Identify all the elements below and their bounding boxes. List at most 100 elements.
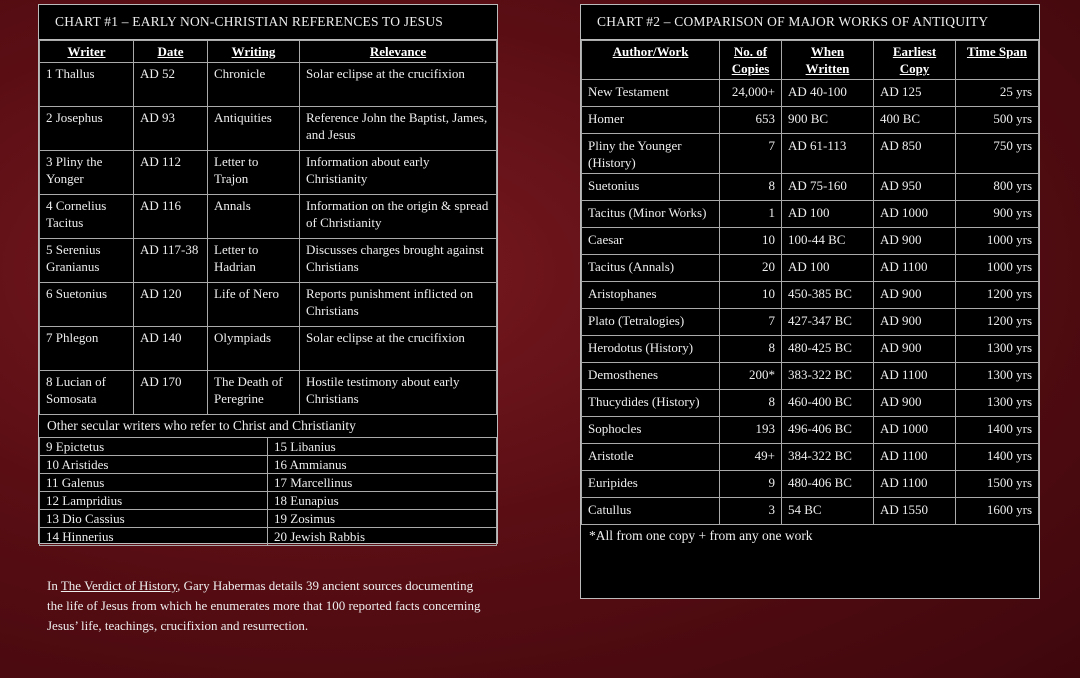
table-cell: 24,000+ xyxy=(719,79,782,107)
table-cell: 8 Lucian of Somosata xyxy=(39,370,134,415)
table-row: Aristophanes 10 450-385 BC AD 900 1200 yrs xyxy=(581,281,1039,309)
table-cell: Catullus xyxy=(581,497,720,525)
table-cell: 8 xyxy=(719,173,782,201)
table-cell: Thucydides (History) xyxy=(581,389,720,417)
table-cell: 750 yrs xyxy=(955,133,1039,174)
table-cell: Olympiads xyxy=(207,326,300,371)
table-cell: Solar eclipse at the crucifixion xyxy=(299,326,497,371)
table-cell: 450-385 BC xyxy=(781,281,874,309)
table-cell: AD 1100 xyxy=(873,470,956,498)
table-cell: 1300 yrs xyxy=(955,362,1039,390)
table-cell: Caesar xyxy=(581,227,720,255)
table-cell: 383-322 BC xyxy=(781,362,874,390)
table-cell: 18 Eunapius xyxy=(267,491,497,510)
table-cell: AD 1550 xyxy=(873,497,956,525)
other-title: Other secular writers who refer to Chris… xyxy=(47,418,356,433)
table-cell: Homer xyxy=(581,106,720,134)
table-cell: 16 Ammianus xyxy=(267,455,497,474)
table-row: 7 Phlegon AD 140 Olympiads Solar eclipse at… xyxy=(39,326,497,371)
table-cell: 20 xyxy=(719,254,782,282)
table-cell: AD 117-38 xyxy=(133,238,208,283)
table-cell: 5 Serenius Granianus xyxy=(39,238,134,283)
chart2-panel: CHART #2 – COMPARISON OF MAJOR WORKS OF … xyxy=(580,4,1040,599)
table-cell: Suetonius xyxy=(581,173,720,201)
table-row: Aristotle 49+ 384-322 BC AD 1100 1400 yrs xyxy=(581,443,1039,471)
table-cell: Chronicle xyxy=(207,62,300,107)
table-cell: 1300 yrs xyxy=(955,389,1039,417)
table-cell: 900 BC xyxy=(781,106,874,134)
table-row: 5 Serenius Granianus AD 117-38 Letter to H… xyxy=(39,238,497,283)
table-cell: Demosthenes xyxy=(581,362,720,390)
table-row: 14 Hinnerius 20 Jewish Rabbis xyxy=(39,527,497,546)
table-cell: Life of Nero xyxy=(207,282,300,327)
table-cell: 200* xyxy=(719,362,782,390)
table-cell: AD 93 xyxy=(133,106,208,151)
table-cell: 900 yrs xyxy=(955,200,1039,228)
table-cell: Plato (Tetralogies) xyxy=(581,308,720,336)
table-row: Homer 653 900 BC 400 BC 500 yrs xyxy=(581,106,1039,134)
column-header: When Written xyxy=(781,40,874,80)
note: In The Verdict of History, Gary Habermas… xyxy=(47,576,487,636)
note-text: In xyxy=(47,578,58,593)
table-cell: New Testament xyxy=(581,79,720,107)
table-row: Tacitus (Minor Works) 1 AD 100 AD 1000 900 y… xyxy=(581,200,1039,228)
table-row: 2 Josephus AD 93 Antiquities Reference John… xyxy=(39,106,497,151)
table-row: Herodotus (History) 8 480-425 BC AD 900 1300… xyxy=(581,335,1039,363)
table-cell: 15 Libanius xyxy=(267,437,497,456)
table-row: 9 Epictetus 15 Libanius xyxy=(39,437,497,456)
footnote: *All from one copy + from any one work xyxy=(589,528,813,543)
table-row: Euripides 9 480-406 BC AD 1100 1500 yrs xyxy=(581,470,1039,498)
table-cell: AD 116 xyxy=(133,194,208,239)
table-cell: 480-425 BC xyxy=(781,335,874,363)
table-cell: AD 1100 xyxy=(873,254,956,282)
table-cell: AD 100 xyxy=(781,200,874,228)
table-cell: 100-44 BC xyxy=(781,227,874,255)
table-cell: Information about early Christianity xyxy=(299,150,497,195)
table-cell: AD 112 xyxy=(133,150,208,195)
table-cell: 653 xyxy=(719,106,782,134)
table-cell: AD 170 xyxy=(133,370,208,415)
table-cell: Reports punishment inflicted on Christia… xyxy=(299,282,497,327)
table-row: 4 Cornelius Tacitus AD 116 Annals Informati… xyxy=(39,194,497,239)
chart1-table: Writer Date Writing Relevance 1 Thallus AD 52… xyxy=(39,40,497,415)
table-cell: AD 1100 xyxy=(873,362,956,390)
table-cell: AD 75-160 xyxy=(781,173,874,201)
table-cell: 25 yrs xyxy=(955,79,1039,107)
table-cell: 7 Phlegon xyxy=(39,326,134,371)
table-row: Sophocles 193 496-406 BC AD 1000 1400 yrs xyxy=(581,416,1039,444)
table-row: 12 Lampridius 18 Eunapius xyxy=(39,491,497,510)
table-cell: AD 900 xyxy=(873,389,956,417)
table-row: Thucydides (History) 8 460-400 BC AD 900 130… xyxy=(581,389,1039,417)
table-cell: 17 Marcellinus xyxy=(267,473,497,492)
table-row: Catullus 3 54 BC AD 1550 1600 yrs xyxy=(581,497,1039,525)
table-cell: 7 xyxy=(719,133,782,174)
column-header: No. of Copies xyxy=(719,40,782,80)
table-cell: Annals xyxy=(207,194,300,239)
table-cell: 3 xyxy=(719,497,782,525)
table-cell: 7 xyxy=(719,308,782,336)
table-cell: 49+ xyxy=(719,443,782,471)
table-cell: Discusses charges brought against Christ… xyxy=(299,238,497,283)
table-row: Plato (Tetralogies) 7 427-347 BC AD 900 1200… xyxy=(581,308,1039,336)
other-table: 9 Epictetus 15 Libanius 10 Aristides 16 Amm… xyxy=(39,437,497,546)
column-header: Earliest Copy xyxy=(873,40,956,80)
table-cell: 10 Aristides xyxy=(39,455,268,474)
table-cell: Aristophanes xyxy=(581,281,720,309)
column-header: Time Span xyxy=(955,40,1039,80)
table-cell: Euripides xyxy=(581,470,720,498)
table-cell: 1400 yrs xyxy=(955,443,1039,471)
table-cell: Solar eclipse at the crucifixion xyxy=(299,62,497,107)
table-cell: Aristotle xyxy=(581,443,720,471)
chart1-panel: CHART #1 – EARLY NON-CHRISTIAN REFERENCE… xyxy=(38,4,498,546)
table-row: 10 Aristides 16 Ammianus xyxy=(39,455,497,474)
table-cell: 1300 yrs xyxy=(955,335,1039,363)
table-row: Pliny the Younger (History) 7 AD 61-113 AD … xyxy=(581,133,1039,174)
table-cell: AD 900 xyxy=(873,335,956,363)
table-cell: The Death of Peregrine xyxy=(207,370,300,415)
book-title: The Verdict of History xyxy=(60,578,178,593)
table-cell: 13 Dio Cassius xyxy=(39,509,268,528)
table-cell: Tacitus (Annals) xyxy=(581,254,720,282)
table-cell: Letter to Trajon xyxy=(207,150,300,195)
table-cell: 2 Josephus xyxy=(39,106,134,151)
